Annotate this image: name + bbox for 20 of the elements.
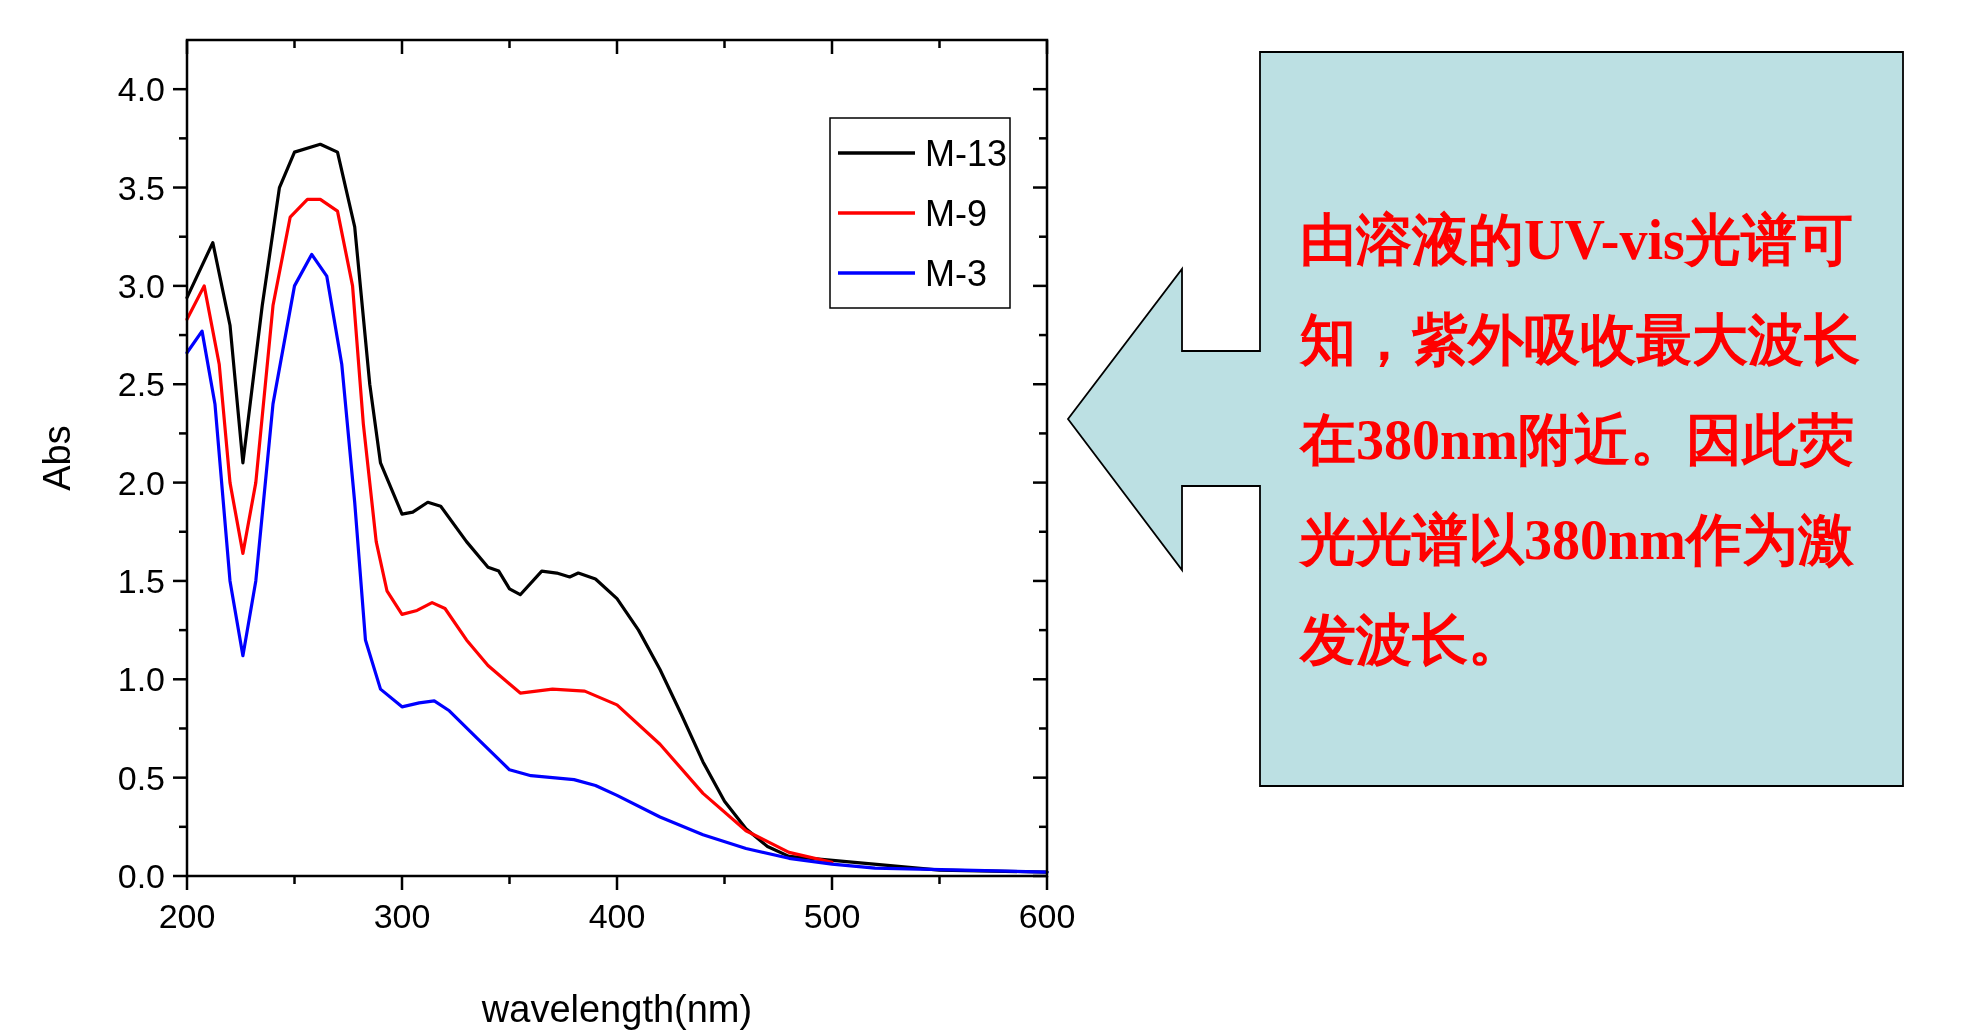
x-tick-label: 600 [1018,897,1076,935]
y-tick-label: 1.0 [117,660,165,699]
legend-label: M-3 [925,253,987,294]
y-tick-label: 4.0 [117,70,165,109]
y-tick-label: 0.5 [117,758,165,797]
y-tick-label: 2.0 [117,463,165,502]
x-tick-label: 200 [158,897,216,935]
x-tick-label: 500 [803,897,861,935]
x-tick-label: 300 [373,897,431,935]
y-tick-label: 1.5 [117,561,165,600]
x-tick-label: 400 [588,897,646,935]
legend-label: M-9 [925,193,987,234]
legend-label: M-13 [925,133,1008,174]
y-tick-label: 2.5 [117,365,165,404]
x-axis-title: wavelength(nm) [480,988,753,1030]
y-tick-label: 3.5 [117,168,165,207]
y-tick-label: 0.0 [117,857,165,895]
y-tick-label: 3.0 [117,266,165,305]
y-axis-title: Abs [36,425,78,491]
text: 由溶液的UV-vis光谱可知，紫外吸收最大波长在380nm附近。因此荧光光谱以380nm作为激发波长。 [1300,208,1861,673]
